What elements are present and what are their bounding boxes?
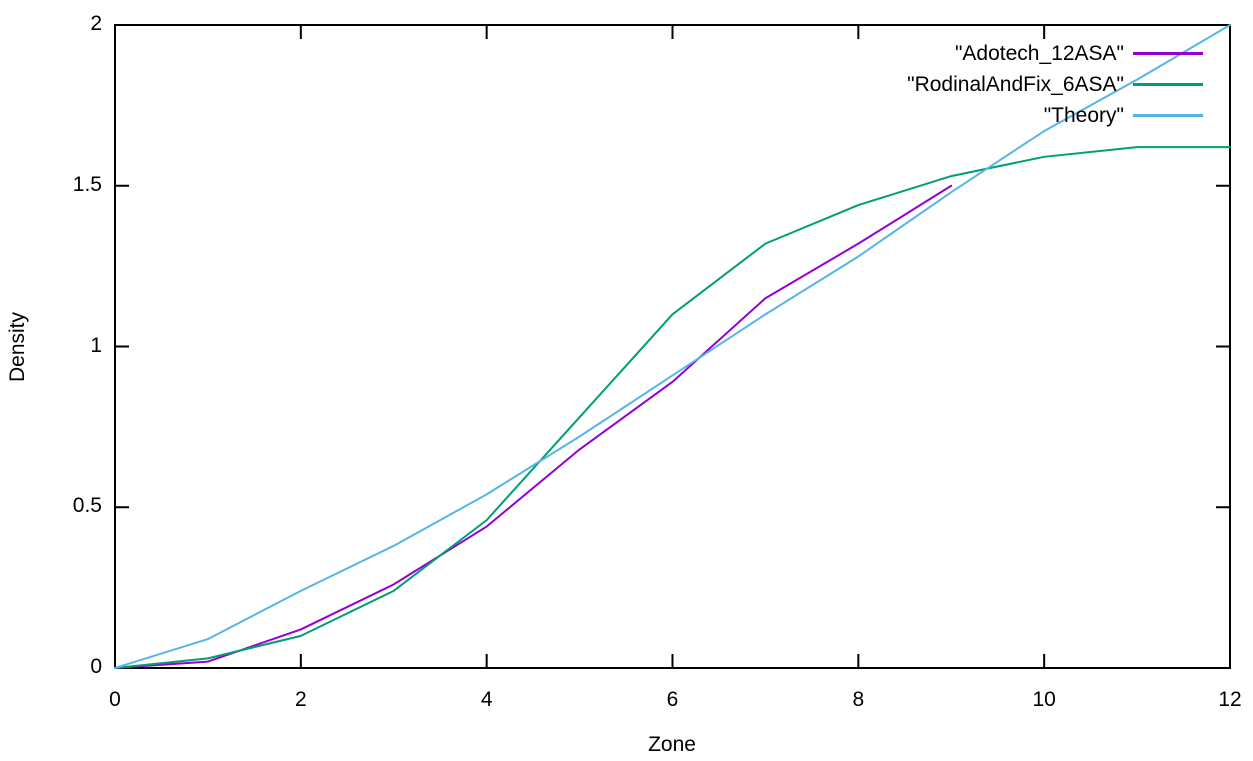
y-tick-label: 1.5 xyxy=(72,172,102,196)
legend-label: "Adotech_12ASA" xyxy=(954,41,1124,65)
series-line-2 xyxy=(114,24,1231,669)
x-tick-label: 0 xyxy=(109,688,121,711)
legend-line-swatch xyxy=(1133,83,1203,86)
x-axis-title: Zone xyxy=(648,733,696,756)
x-tick-label: 12 xyxy=(1218,688,1242,711)
y-tick-label: 0 xyxy=(90,655,102,678)
legend-item: "Adotech_12ASA" xyxy=(907,38,1203,69)
y-tick-label: 2 xyxy=(90,12,102,35)
legend-item: "Theory" xyxy=(907,100,1203,131)
axis-ticks xyxy=(114,24,1231,669)
legend: "Adotech_12ASA" "RodinalAndFix_6ASA" "Th… xyxy=(907,38,1203,131)
legend-label: "RodinalAndFix_6ASA" xyxy=(907,72,1124,96)
x-tick-label: 4 xyxy=(480,688,493,711)
series-lines xyxy=(114,24,1231,669)
y-axis-title: Density xyxy=(6,311,29,383)
y-tick-label: 0.5 xyxy=(72,494,102,518)
x-tick-label: 2 xyxy=(294,688,307,711)
legend-line-swatch xyxy=(1133,114,1203,117)
legend-label: "Theory" xyxy=(1043,103,1124,127)
y-tick-label: 1 xyxy=(90,333,102,357)
legend-item: "RodinalAndFix_6ASA" xyxy=(907,69,1203,100)
x-tick-label: 10 xyxy=(1032,688,1056,711)
x-tick-label: 6 xyxy=(666,688,679,711)
legend-line-swatch xyxy=(1133,52,1203,55)
series-line-0 xyxy=(114,184,953,669)
x-tick-label: 8 xyxy=(852,688,865,711)
series-line-1 xyxy=(114,146,1231,669)
